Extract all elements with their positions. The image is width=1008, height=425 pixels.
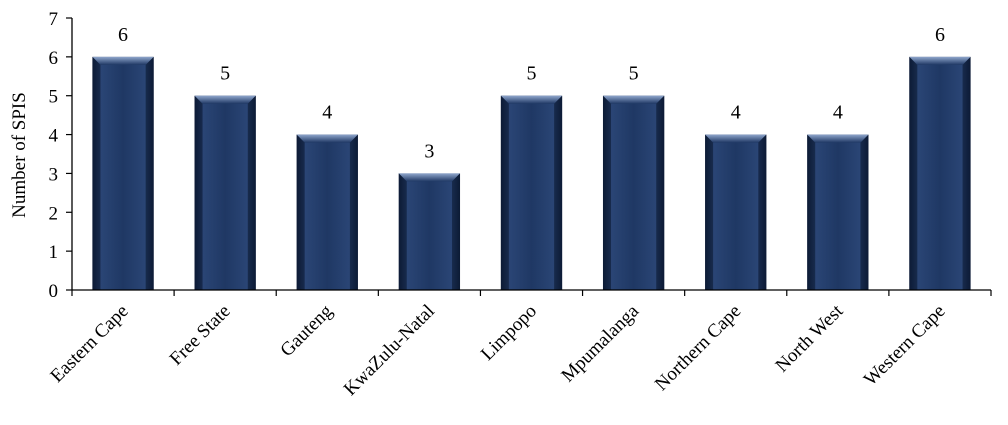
bar-bevel-top xyxy=(705,134,767,143)
data-label: 6 xyxy=(118,24,128,46)
y-tick-label: 4 xyxy=(49,126,59,147)
bar-body xyxy=(500,95,563,290)
y-tick-label: 7 xyxy=(49,9,59,30)
bar-body xyxy=(909,56,971,290)
data-label: 6 xyxy=(935,24,945,46)
data-label: 4 xyxy=(731,102,741,124)
bar xyxy=(92,56,154,290)
category-label: Mpumalanga xyxy=(557,300,643,386)
bar-bevel-left xyxy=(705,134,714,290)
bar-body xyxy=(398,173,461,290)
data-label: 5 xyxy=(527,63,537,85)
y-tick-label: 0 xyxy=(49,281,59,302)
data-label: 4 xyxy=(322,102,332,124)
bar-bevel-top xyxy=(92,56,154,65)
category-label: Free State xyxy=(166,301,235,370)
bar-bevel-top xyxy=(807,134,869,143)
y-tick-label: 3 xyxy=(49,164,59,185)
bar-bevel-top xyxy=(194,95,256,104)
bar-bevel-left xyxy=(909,56,918,290)
category-label: Eastern Cape xyxy=(46,301,132,387)
bar-bevel-right xyxy=(656,95,665,290)
bar-bevel-left xyxy=(92,56,101,290)
data-label: 5 xyxy=(629,63,639,85)
bar-bevel-top xyxy=(296,134,358,143)
bar-bevel-left xyxy=(194,95,203,290)
category-label: Gauteng xyxy=(276,300,337,361)
bar xyxy=(909,56,971,290)
bar xyxy=(398,173,461,290)
bar xyxy=(705,134,767,290)
y-axis-title: Number of SPIS xyxy=(9,92,30,218)
bar-bevel-right xyxy=(860,134,869,290)
bar-bevel-right xyxy=(452,173,461,290)
bar-bevel-right xyxy=(145,56,154,290)
data-labels: 6 5 4 3 5 5 4 4 6 xyxy=(118,24,945,163)
bar-bevel-left xyxy=(296,134,305,290)
bar-bevel-right xyxy=(247,95,256,290)
bar xyxy=(500,95,563,290)
bar-bevel-top xyxy=(909,56,971,65)
data-label: 4 xyxy=(833,102,843,124)
bar-bevel-left xyxy=(398,173,407,290)
bar-body xyxy=(602,95,665,290)
category-label: Limpopo xyxy=(477,301,541,365)
y-tick-label: 5 xyxy=(49,87,59,108)
bar-body xyxy=(92,56,154,290)
category-label: KwaZulu-Natal xyxy=(340,301,439,400)
y-tick-label: 1 xyxy=(49,242,59,263)
category-label: North West xyxy=(772,300,848,376)
bar-bevel-left xyxy=(500,95,509,290)
bar-bevel-top xyxy=(500,95,563,104)
bar-body xyxy=(807,134,869,290)
category-label: Northern Cape xyxy=(651,301,745,395)
bar-bevel-left xyxy=(602,95,611,290)
bar xyxy=(296,134,358,290)
bar xyxy=(807,134,869,290)
bar xyxy=(194,95,256,290)
bar-body xyxy=(296,134,358,290)
bar-bevel-top xyxy=(602,95,665,104)
bar-bevel-right xyxy=(758,134,767,290)
y-tick-label: 2 xyxy=(49,203,59,224)
bar-body xyxy=(194,95,256,290)
bars xyxy=(92,56,971,290)
y-axis-ticks: 0 1 2 3 4 5 6 7 xyxy=(49,9,72,302)
bar-bevel-top xyxy=(398,173,461,182)
category-label: Western Cape xyxy=(860,301,950,391)
bar-bevel-right xyxy=(554,95,563,290)
data-label: 3 xyxy=(424,140,434,162)
data-label: 5 xyxy=(220,63,230,85)
bar-bevel-right xyxy=(349,134,358,290)
bar-body xyxy=(705,134,767,290)
x-axis-ticks xyxy=(71,290,992,296)
bar xyxy=(602,95,665,290)
category-labels: Eastern Cape Free State Gauteng KwaZulu-Nat… xyxy=(46,300,949,400)
y-tick-label: 6 xyxy=(49,48,59,69)
bar-bevel-right xyxy=(962,56,971,290)
bar-bevel-left xyxy=(807,134,816,290)
